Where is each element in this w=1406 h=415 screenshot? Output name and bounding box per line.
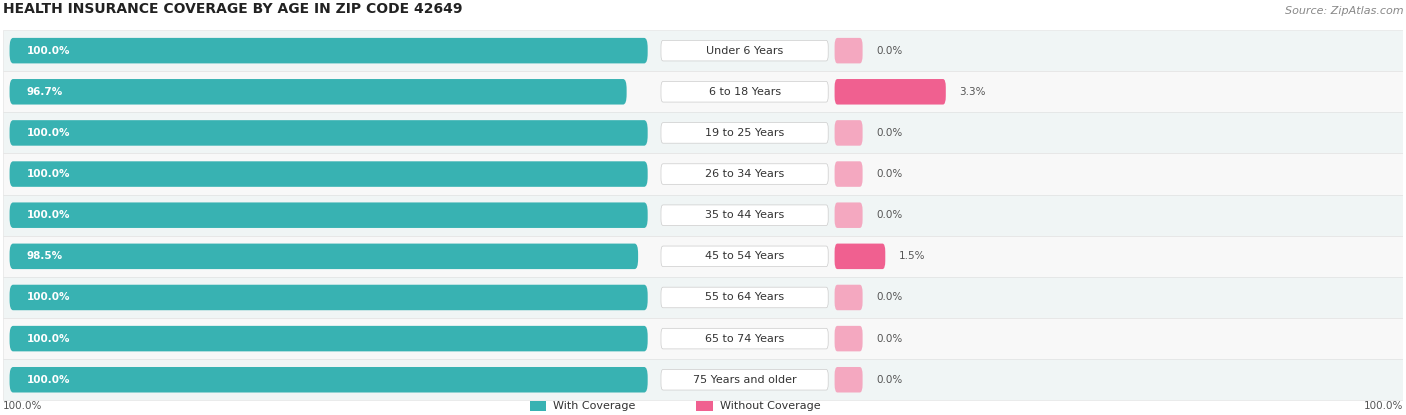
FancyBboxPatch shape: [10, 120, 648, 146]
Text: 0.0%: 0.0%: [876, 210, 903, 220]
Text: 0.0%: 0.0%: [876, 128, 903, 138]
Text: 1.5%: 1.5%: [898, 251, 925, 261]
Text: 55 to 64 Years: 55 to 64 Years: [704, 293, 785, 303]
FancyBboxPatch shape: [835, 38, 863, 63]
Text: Without Coverage: Without Coverage: [720, 401, 820, 412]
Text: 26 to 34 Years: 26 to 34 Years: [704, 169, 785, 179]
Text: 100.0%: 100.0%: [1364, 401, 1403, 412]
FancyBboxPatch shape: [661, 205, 828, 225]
FancyBboxPatch shape: [10, 38, 648, 63]
FancyBboxPatch shape: [661, 287, 828, 308]
FancyBboxPatch shape: [10, 244, 638, 269]
Text: 100.0%: 100.0%: [27, 128, 70, 138]
Text: 100.0%: 100.0%: [27, 334, 70, 344]
FancyBboxPatch shape: [661, 246, 828, 266]
FancyBboxPatch shape: [10, 161, 648, 187]
FancyBboxPatch shape: [3, 71, 1403, 112]
FancyBboxPatch shape: [10, 79, 627, 105]
FancyBboxPatch shape: [10, 203, 648, 228]
Text: 75 Years and older: 75 Years and older: [693, 375, 796, 385]
Text: 0.0%: 0.0%: [876, 169, 903, 179]
FancyBboxPatch shape: [835, 367, 863, 393]
FancyBboxPatch shape: [661, 369, 828, 390]
FancyBboxPatch shape: [835, 326, 863, 352]
FancyBboxPatch shape: [661, 40, 828, 61]
FancyBboxPatch shape: [3, 359, 1403, 400]
Text: 65 to 74 Years: 65 to 74 Years: [704, 334, 785, 344]
Text: 0.0%: 0.0%: [876, 334, 903, 344]
Text: 100.0%: 100.0%: [27, 169, 70, 179]
FancyBboxPatch shape: [835, 79, 946, 105]
FancyBboxPatch shape: [3, 236, 1403, 277]
Text: Under 6 Years: Under 6 Years: [706, 46, 783, 56]
Text: 6 to 18 Years: 6 to 18 Years: [709, 87, 780, 97]
FancyBboxPatch shape: [10, 367, 648, 393]
FancyBboxPatch shape: [661, 123, 828, 143]
Text: 100.0%: 100.0%: [27, 293, 70, 303]
FancyBboxPatch shape: [530, 401, 547, 412]
FancyBboxPatch shape: [835, 244, 886, 269]
Text: HEALTH INSURANCE COVERAGE BY AGE IN ZIP CODE 42649: HEALTH INSURANCE COVERAGE BY AGE IN ZIP …: [3, 2, 463, 16]
Text: 35 to 44 Years: 35 to 44 Years: [704, 210, 785, 220]
FancyBboxPatch shape: [835, 203, 863, 228]
Text: 0.0%: 0.0%: [876, 46, 903, 56]
Text: 100.0%: 100.0%: [27, 46, 70, 56]
Text: 3.3%: 3.3%: [959, 87, 986, 97]
FancyBboxPatch shape: [696, 401, 713, 412]
Text: 98.5%: 98.5%: [27, 251, 62, 261]
FancyBboxPatch shape: [3, 277, 1403, 318]
Text: 100.0%: 100.0%: [27, 375, 70, 385]
FancyBboxPatch shape: [10, 326, 648, 352]
FancyBboxPatch shape: [835, 285, 863, 310]
Text: 0.0%: 0.0%: [876, 375, 903, 385]
FancyBboxPatch shape: [3, 318, 1403, 359]
Text: 19 to 25 Years: 19 to 25 Years: [704, 128, 785, 138]
Text: 0.0%: 0.0%: [876, 293, 903, 303]
FancyBboxPatch shape: [661, 81, 828, 102]
FancyBboxPatch shape: [3, 112, 1403, 154]
FancyBboxPatch shape: [835, 161, 863, 187]
FancyBboxPatch shape: [661, 328, 828, 349]
Text: With Coverage: With Coverage: [553, 401, 636, 412]
FancyBboxPatch shape: [835, 120, 863, 146]
FancyBboxPatch shape: [3, 30, 1403, 71]
FancyBboxPatch shape: [3, 154, 1403, 195]
FancyBboxPatch shape: [10, 285, 648, 310]
Text: Source: ZipAtlas.com: Source: ZipAtlas.com: [1285, 6, 1403, 16]
Text: 45 to 54 Years: 45 to 54 Years: [704, 251, 785, 261]
Text: 100.0%: 100.0%: [27, 210, 70, 220]
Text: 100.0%: 100.0%: [3, 401, 42, 412]
FancyBboxPatch shape: [661, 164, 828, 184]
Text: 96.7%: 96.7%: [27, 87, 63, 97]
FancyBboxPatch shape: [3, 195, 1403, 236]
